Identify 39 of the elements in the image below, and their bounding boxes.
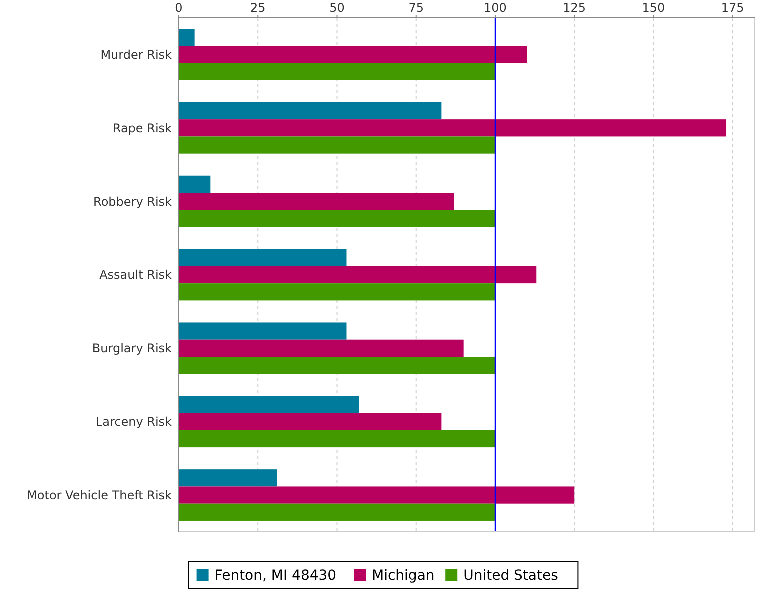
bar xyxy=(179,470,278,487)
bar xyxy=(179,284,496,301)
bar xyxy=(179,63,496,80)
y-tick-label: Burglary Risk xyxy=(92,342,172,356)
bar xyxy=(179,322,347,340)
bar xyxy=(179,210,496,228)
y-tick-label: Murder Risk xyxy=(100,48,172,62)
y-tick-label: Assault Risk xyxy=(100,268,172,282)
y-tick-label: Motor Vehicle Theft Risk xyxy=(27,488,172,502)
bar xyxy=(179,413,442,430)
bar xyxy=(179,340,464,357)
x-tick-label: 150 xyxy=(642,1,666,15)
y-tick-label: Larceny Risk xyxy=(96,415,172,430)
bar xyxy=(179,504,496,521)
bar xyxy=(179,356,496,374)
x-tick-label: 175 xyxy=(721,1,744,15)
bar xyxy=(179,486,575,504)
x-tick-label: 100 xyxy=(484,1,507,15)
bar xyxy=(179,102,442,120)
bar xyxy=(179,29,195,46)
bar xyxy=(179,430,496,448)
bar xyxy=(179,193,454,210)
bar xyxy=(179,396,360,414)
legend-label: Michigan xyxy=(372,568,435,584)
bar xyxy=(179,46,528,64)
x-tick-label: 50 xyxy=(330,1,345,15)
x-tick-label: 125 xyxy=(563,1,586,15)
bar xyxy=(179,266,537,284)
legend-label: United States xyxy=(464,568,558,584)
x-tick-label: 25 xyxy=(250,1,266,15)
y-tick-label: Rape Risk xyxy=(112,121,172,136)
y-tick-label: Robbery Risk xyxy=(94,194,172,209)
x-tick-label: 75 xyxy=(408,1,424,15)
legend-label: Fenton, MI 48430 xyxy=(214,568,337,584)
x-tick-label: 0 xyxy=(175,1,183,15)
bar xyxy=(179,249,347,266)
bar xyxy=(179,176,211,194)
bar xyxy=(179,120,727,137)
bar xyxy=(179,136,496,154)
